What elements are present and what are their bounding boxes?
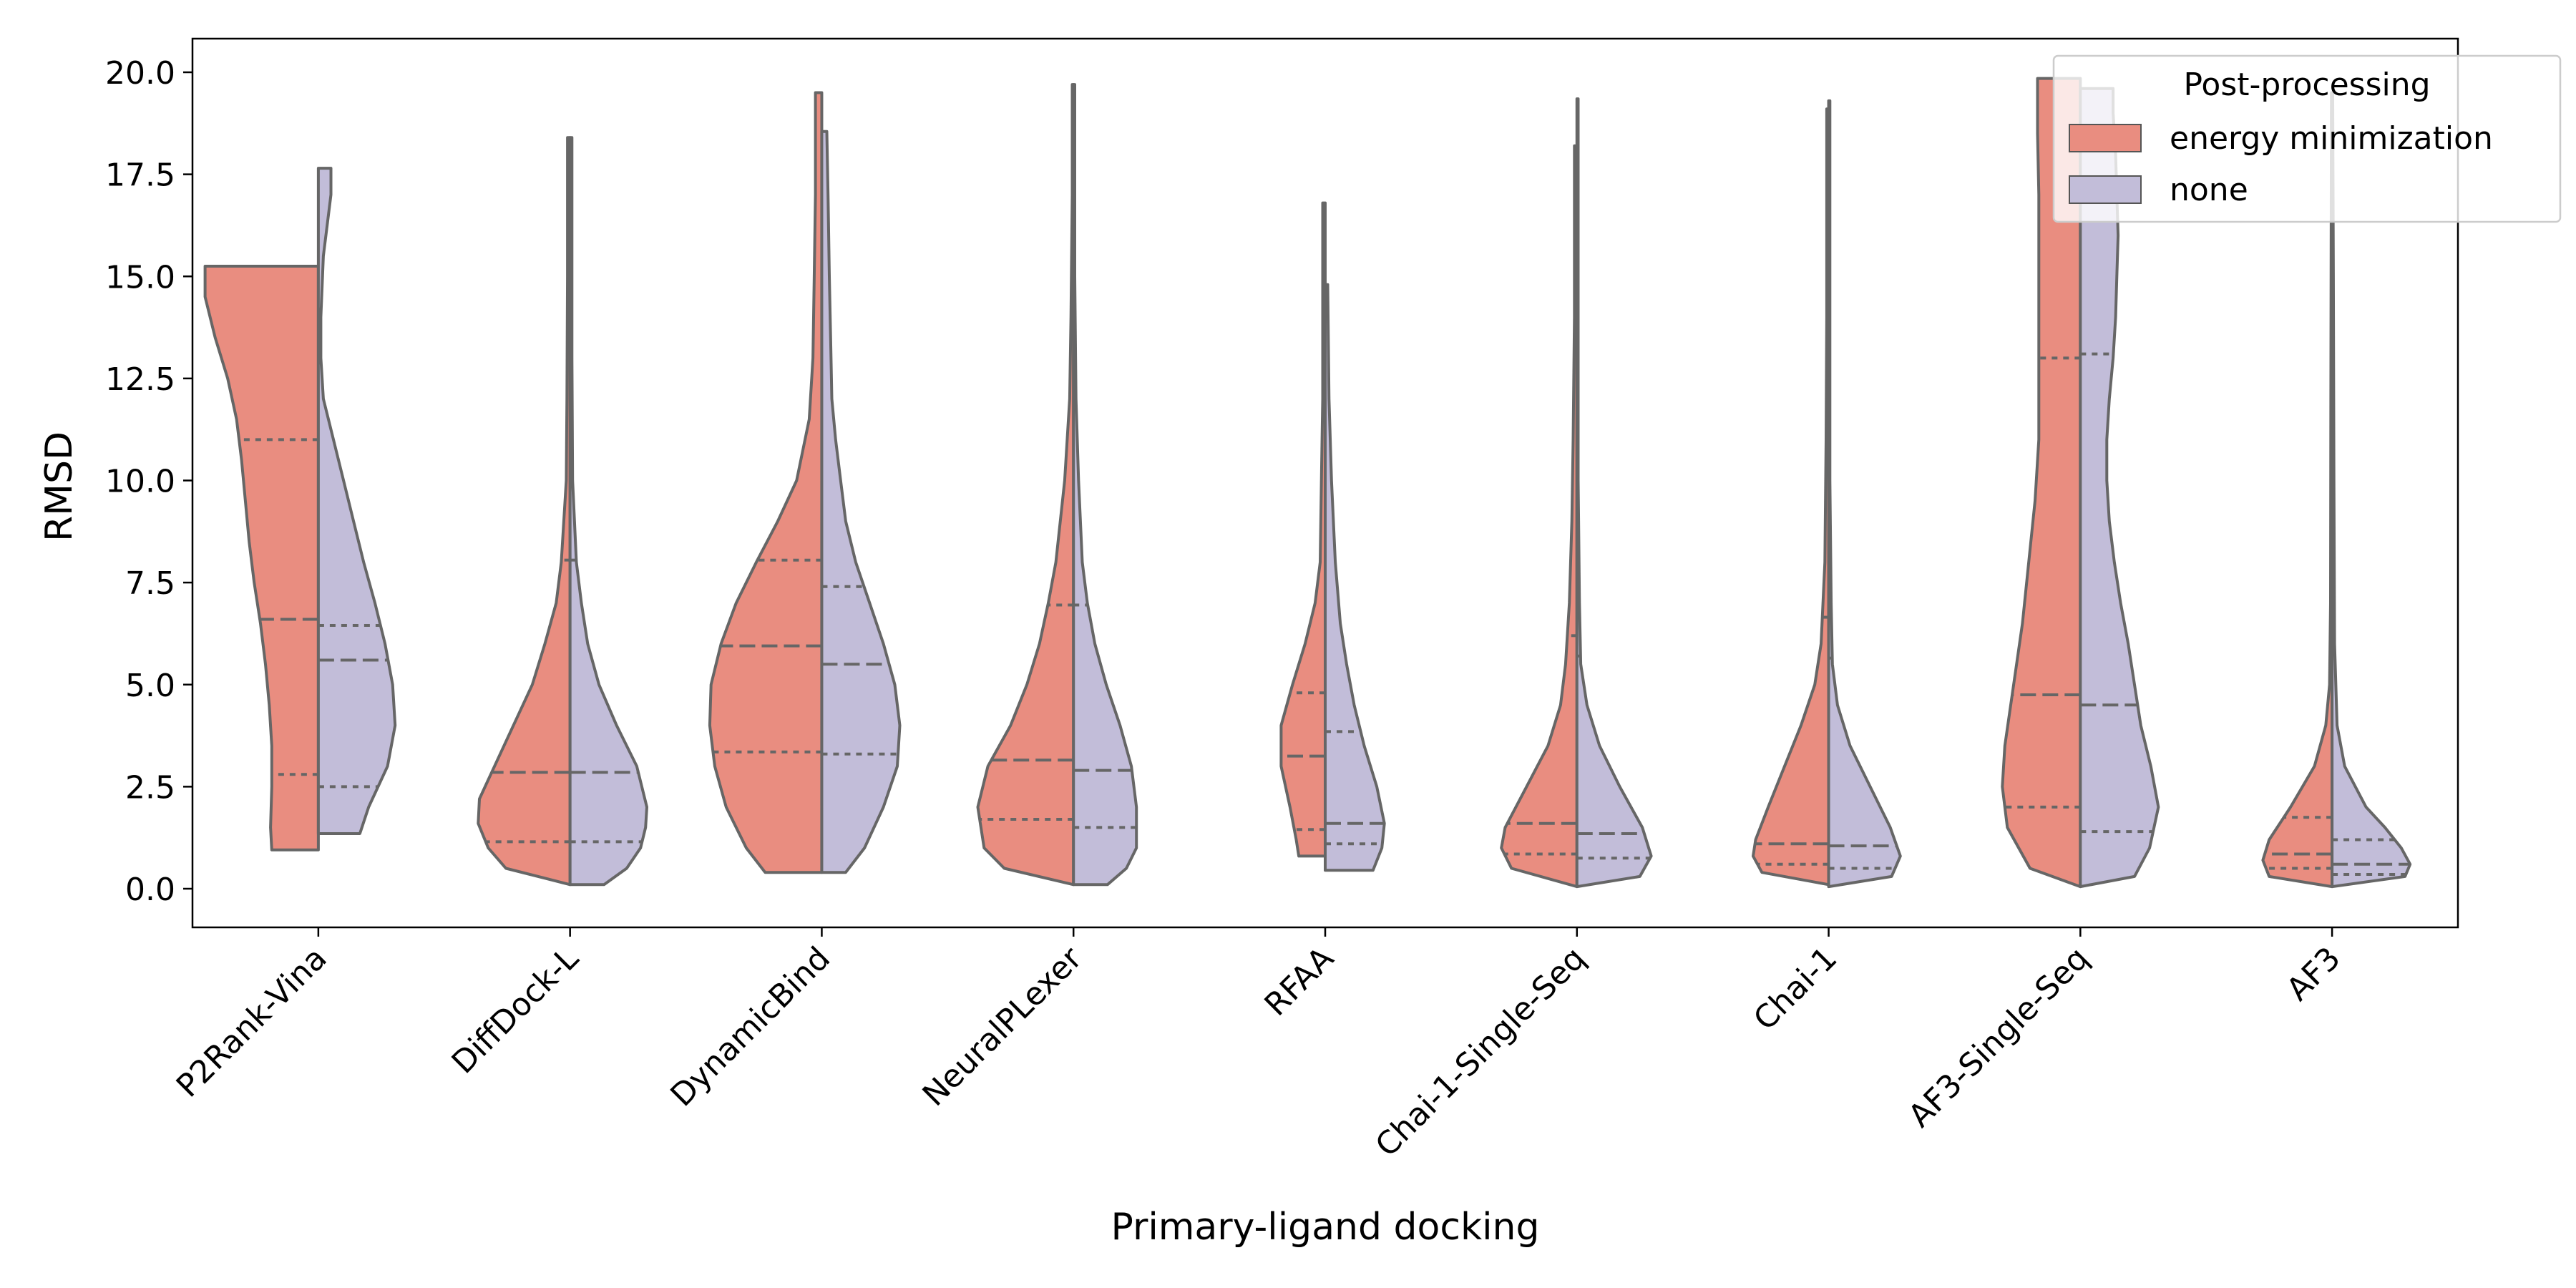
legend-label-none: none: [2170, 172, 2248, 208]
x-tick-label-diffdock-l: DiffDock-L: [445, 940, 586, 1080]
y-tick-label: 0.0: [125, 872, 175, 908]
y-tick-label: 10.0: [105, 464, 175, 500]
y-axis-label: RMSD: [38, 431, 81, 542]
violin-energy-minimization-diffdock-l: [477, 136, 572, 887]
violin-energy-minimization-dynamicbind: [708, 91, 824, 874]
x-axis-label: Primary-ligand docking: [1111, 1206, 1540, 1249]
legend-title: Post-processing: [2183, 67, 2430, 103]
violin-energy-minimization-p2rank-vina: [203, 265, 320, 852]
violin-none-diffdock-l: [568, 136, 648, 887]
y-tick-label: 7.5: [125, 565, 175, 602]
violin-energy-minimization-chai-1: [1752, 107, 1830, 887]
y-tick-label: 17.5: [105, 157, 175, 194]
violin-energy-minimization-neuralplexer: [976, 83, 1075, 887]
violin-none-p2rank-vina: [316, 167, 397, 835]
violin-none-neuralplexer: [1072, 83, 1138, 887]
violin-none-dynamicbind: [820, 130, 902, 874]
violin-energy-minimization-rfaa: [1279, 201, 1327, 858]
x-tick-label-af3: AF3: [2280, 940, 2348, 1008]
violin-energy-minimization-af3-single-seq: [2001, 77, 2082, 889]
violin-none-chai-1: [1827, 99, 1902, 889]
x-axis: P2Rank-Vina DiffDock-L DynamicBind NeuralPL…: [170, 927, 2348, 1164]
y-tick-label: 5.0: [125, 668, 175, 704]
legend-label-energy-minimization: energy minimization: [2170, 120, 2493, 157]
x-tick-label-p2rank-vina: P2Rank-Vina: [170, 940, 334, 1105]
violin-energy-minimization-chai-1-single-seq: [1500, 144, 1579, 889]
y-tick-label: 12.5: [105, 361, 175, 398]
y-tick-label: 20.0: [105, 55, 175, 92]
legend-frame: [2052, 54, 2562, 223]
y-tick-label: 15.0: [105, 259, 175, 296]
legend-swatch-none: [2069, 175, 2142, 204]
violin-none-chai-1-single-seq: [1575, 97, 1653, 889]
violin-layer: [203, 77, 2412, 889]
x-tick-label-dynamicbind: DynamicBind: [663, 940, 837, 1114]
legend: Post-processing energy minimization none: [2052, 54, 2562, 223]
legend-swatch-energy-minimization: [2069, 124, 2142, 152]
x-tick-label-neuralplexer: NeuralPLexer: [916, 940, 1090, 1113]
x-tick-label-chai-1: Chai-1: [1747, 940, 1844, 1038]
x-tick-label-chai-1-single-seq: Chai-1-Single-Seq: [1369, 940, 1593, 1164]
x-tick-label-af3-single-seq: AF3-Single-Seq: [1901, 940, 2096, 1135]
violin-none-rfaa: [1324, 283, 1386, 872]
y-axis: 0.0 2.5 5.0 7.5 10.0 12.5 15.0 17.5 20.0: [105, 55, 192, 908]
x-tick-label-rfaa: RFAA: [1258, 940, 1341, 1023]
y-tick-label: 2.5: [125, 769, 175, 806]
